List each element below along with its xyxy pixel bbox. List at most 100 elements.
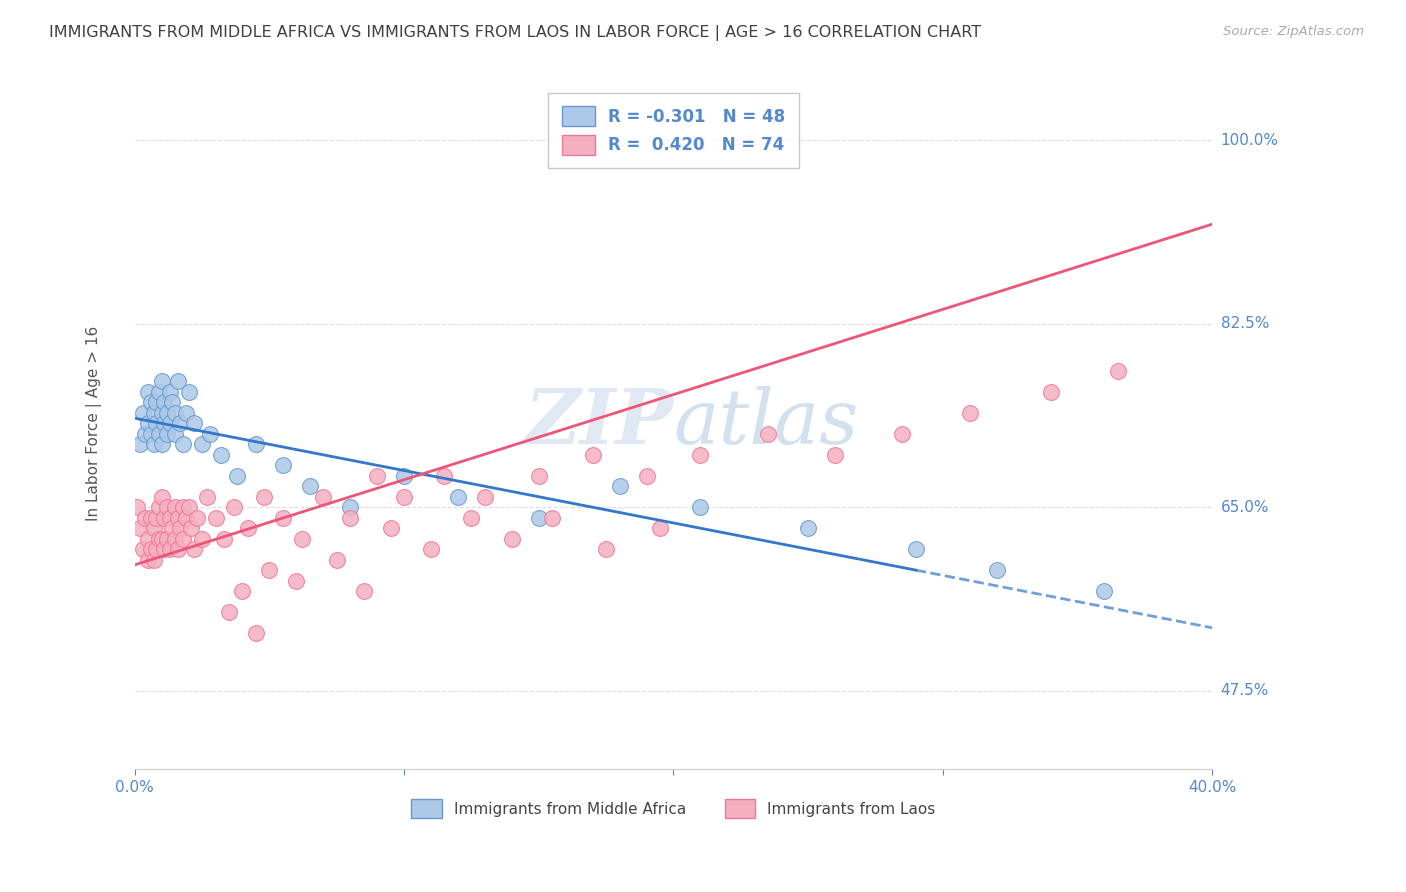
Point: [1039, 384, 1062, 399]
Point: [433, 468, 456, 483]
Point: [236, 521, 259, 535]
Text: Source: ZipAtlas.com: Source: ZipAtlas.com: [1223, 25, 1364, 38]
Point: [245, 626, 267, 640]
Point: [150, 406, 173, 420]
Point: [166, 542, 188, 557]
Point: [325, 552, 347, 566]
Point: [156, 500, 179, 515]
Point: [156, 532, 179, 546]
Point: [177, 500, 200, 515]
Point: [127, 500, 149, 515]
Point: [159, 417, 181, 431]
Text: In Labor Force | Age > 16: In Labor Force | Age > 16: [86, 326, 101, 521]
Point: [197, 490, 219, 504]
Point: [142, 521, 165, 535]
Point: [204, 510, 226, 524]
Point: [142, 406, 165, 420]
Point: [224, 500, 246, 515]
Point: [212, 532, 235, 546]
Point: [527, 468, 550, 483]
Text: 82.5%: 82.5%: [1220, 317, 1268, 331]
Text: 65.0%: 65.0%: [1220, 500, 1270, 515]
Point: [582, 448, 605, 462]
Point: [150, 532, 173, 546]
Point: [904, 542, 927, 557]
Point: [174, 510, 197, 524]
Point: [689, 448, 711, 462]
Point: [1094, 584, 1116, 599]
Point: [298, 479, 321, 493]
Point: [447, 490, 470, 504]
Text: atlas: atlas: [673, 386, 859, 460]
Point: [139, 510, 162, 524]
Point: [891, 426, 914, 441]
Point: [159, 510, 181, 524]
Point: [153, 542, 176, 557]
Text: 100.0%: 100.0%: [1220, 133, 1278, 148]
Text: IMMIGRANTS FROM MIDDLE AFRICA VS IMMIGRANTS FROM LAOS IN LABOR FORCE | AGE > 16 : IMMIGRANTS FROM MIDDLE AFRICA VS IMMIGRA…: [49, 25, 981, 41]
Point: [159, 384, 181, 399]
Point: [180, 521, 202, 535]
Point: [148, 500, 170, 515]
Point: [162, 521, 184, 535]
Point: [136, 384, 159, 399]
Point: [162, 395, 184, 409]
Point: [339, 500, 361, 515]
Point: [1107, 364, 1129, 378]
Point: [271, 510, 294, 524]
Point: [169, 521, 191, 535]
Point: [198, 426, 221, 441]
Point: [145, 510, 167, 524]
Point: [166, 375, 188, 389]
Point: [148, 384, 170, 399]
Point: [177, 384, 200, 399]
Point: [353, 584, 375, 599]
Point: [291, 532, 314, 546]
Point: [474, 490, 496, 504]
Point: [824, 448, 846, 462]
Point: [172, 500, 194, 515]
Point: [132, 406, 155, 420]
Point: [595, 542, 617, 557]
Point: [166, 510, 188, 524]
Point: [134, 510, 156, 524]
Point: [139, 395, 162, 409]
Point: [231, 584, 253, 599]
Point: [183, 417, 205, 431]
Point: [541, 510, 564, 524]
Point: [156, 426, 179, 441]
Point: [153, 510, 176, 524]
Point: [136, 552, 159, 566]
Point: [145, 395, 167, 409]
Point: [191, 532, 214, 546]
Legend: Immigrants from Middle Africa, Immigrants from Laos: Immigrants from Middle Africa, Immigrant…: [405, 793, 942, 824]
Text: ZIP: ZIP: [524, 386, 673, 460]
Point: [285, 574, 308, 588]
Point: [253, 490, 276, 504]
Point: [460, 510, 482, 524]
Point: [129, 521, 152, 535]
Point: [142, 437, 165, 451]
Point: [501, 532, 523, 546]
Point: [129, 437, 152, 451]
Point: [380, 521, 402, 535]
Point: [527, 510, 550, 524]
Point: [689, 500, 711, 515]
Point: [186, 510, 208, 524]
Point: [156, 406, 179, 420]
Point: [420, 542, 443, 557]
Point: [159, 542, 181, 557]
Point: [145, 542, 167, 557]
Point: [191, 437, 214, 451]
Point: [226, 468, 249, 483]
Point: [145, 417, 167, 431]
Point: [136, 532, 159, 546]
Point: [797, 521, 820, 535]
Point: [986, 563, 1008, 577]
Point: [165, 426, 187, 441]
Point: [392, 490, 415, 504]
Point: [392, 468, 415, 483]
Point: [648, 521, 671, 535]
Point: [172, 437, 194, 451]
Point: [148, 532, 170, 546]
